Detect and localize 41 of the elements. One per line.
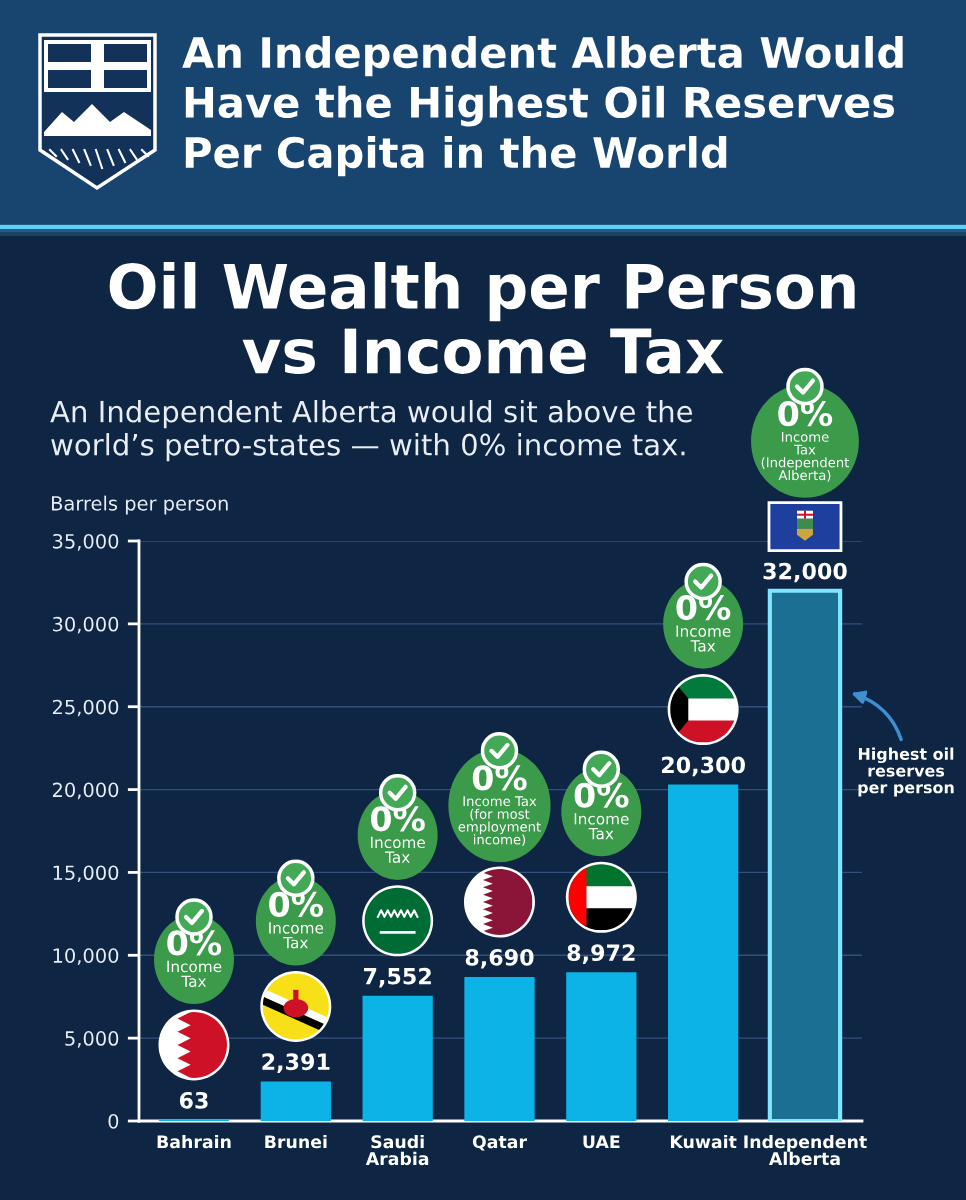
x-tick-label: Brunei: [265, 1134, 327, 1149]
data-label: 7,552: [363, 967, 431, 988]
data-label: 32,000: [763, 562, 847, 583]
annotation: Highest oil reserves per person: [858, 747, 954, 797]
y-tick-label: 30,000: [53, 616, 119, 634]
y-tick-label: 20,000: [52, 782, 119, 800]
y-tick-label: 10,000: [53, 948, 119, 965]
text: An Independent Alberta would sit above the world’s petro-states — with 0% income tax.: [50, 400, 693, 462]
text: Income Tax (Independent Alberta): [761, 432, 850, 482]
x-tick-label: Independent Alberta: [744, 1134, 867, 1166]
bar: [668, 784, 739, 1121]
y-tick-label: 25,000: [52, 699, 119, 717]
bar: [566, 972, 637, 1121]
text: 0%: [778, 401, 833, 427]
annotation: Income Tax: [371, 836, 425, 863]
x-tick-label: Kuwait: [670, 1134, 737, 1149]
y-tick-label: 15,000: [53, 865, 119, 883]
y-axis-title: Barrels per person: [51, 495, 228, 515]
annotation: Income Tax: [574, 813, 629, 840]
bar: [464, 976, 535, 1121]
annotation: Income Tax: [269, 922, 324, 949]
y-tick-label: 0: [108, 1113, 119, 1129]
chart-title: An Independent Alberta Would Have the Highest Oil Reserves Per Capita in the World: [182, 36, 903, 177]
x-tick-label: Saudi Arabia: [365, 1134, 429, 1166]
bar: [260, 1081, 331, 1121]
y-tick-label: 5,000: [65, 1031, 119, 1048]
x-tick-label: Bahrain: [157, 1134, 231, 1149]
data-label: 2,391: [262, 1053, 330, 1073]
chart-subtitle: Oil Wealth per Person vs Income Tax: [109, 262, 855, 375]
annotation: Income Tax (for most employment income): [458, 796, 541, 846]
bar: [362, 995, 433, 1121]
data-label: 63: [179, 1091, 208, 1109]
x-tick-label: Qatar: [472, 1135, 527, 1151]
x-tick-label: UAE: [583, 1135, 620, 1149]
annotation: Income Tax: [167, 960, 222, 987]
data-label: 8,972: [567, 944, 635, 964]
annotation: 0%: [472, 765, 527, 791]
data-label: 8,690: [465, 948, 534, 969]
data-label: 20,300: [662, 756, 745, 777]
annotation: Income Tax: [676, 625, 731, 652]
y-tick-label: 35,000: [53, 533, 119, 551]
